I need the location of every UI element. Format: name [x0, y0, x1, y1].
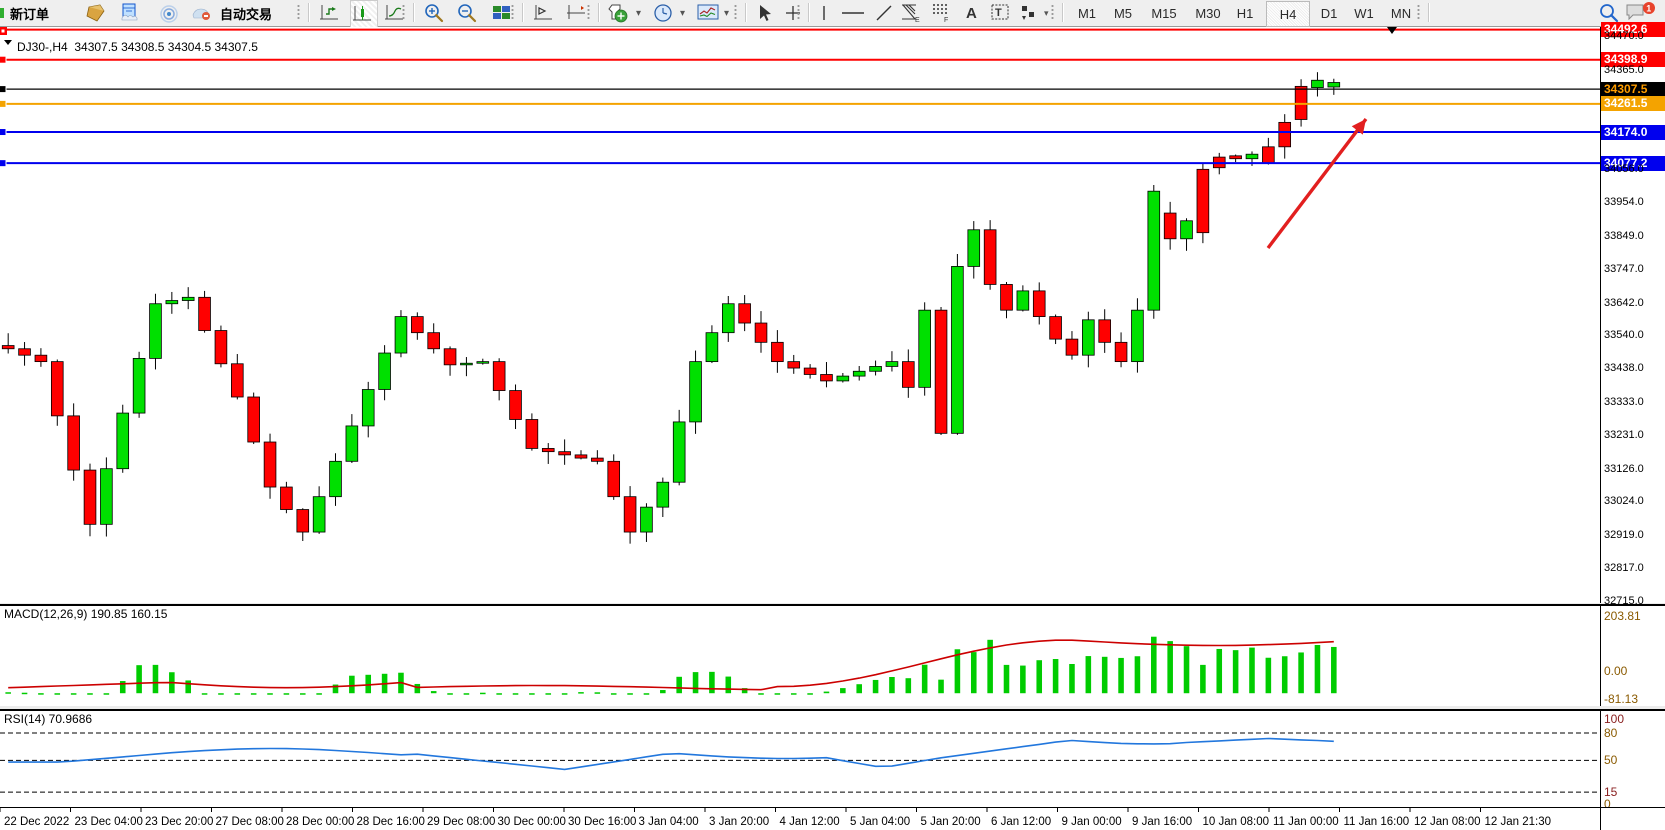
svg-text:10 Jan 08:00: 10 Jan 08:00: [1203, 816, 1270, 828]
svg-text:27 Dec 08:00: 27 Dec 08:00: [216, 816, 284, 828]
svg-text:11 Jan 16:00: 11 Jan 16:00: [1344, 816, 1410, 828]
svg-text:T: T: [995, 7, 1002, 19]
svg-text:11 Jan 00:00: 11 Jan 00:00: [1273, 816, 1339, 828]
svg-text:E: E: [915, 17, 920, 23]
svg-text:3 Jan 20:00: 3 Jan 20:00: [709, 816, 769, 828]
svg-text:23 Dec 04:00: 23 Dec 04:00: [75, 816, 143, 828]
svg-text:1: 1: [1646, 4, 1651, 14]
svg-text:9 Jan 00:00: 9 Jan 00:00: [1062, 816, 1122, 828]
svg-text:30 Dec 00:00: 30 Dec 00:00: [498, 816, 566, 828]
svg-text:30 Dec 16:00: 30 Dec 16:00: [568, 816, 636, 828]
svg-text:28 Dec 16:00: 28 Dec 16:00: [357, 816, 425, 828]
svg-text:5 Jan 20:00: 5 Jan 20:00: [921, 816, 981, 828]
svg-text:23 Dec 20:00: 23 Dec 20:00: [145, 816, 213, 828]
svg-text:28 Dec 00:00: 28 Dec 00:00: [286, 816, 354, 828]
svg-text:12 Jan 08:00: 12 Jan 08:00: [1414, 816, 1481, 828]
svg-text:12 Jan 21:30: 12 Jan 21:30: [1485, 816, 1552, 828]
svg-text:29 Dec 08:00: 29 Dec 08:00: [427, 816, 495, 828]
svg-text:3 Jan 04:00: 3 Jan 04:00: [639, 816, 699, 828]
svg-text:4 Jan 12:00: 4 Jan 12:00: [780, 816, 840, 828]
svg-text:9 Jan 16:00: 9 Jan 16:00: [1132, 816, 1192, 828]
svg-text:5 Jan 04:00: 5 Jan 04:00: [850, 816, 910, 828]
svg-text:22 Dec 2022: 22 Dec 2022: [4, 816, 69, 828]
svg-text:F: F: [944, 17, 948, 23]
svg-text:6 Jan 12:00: 6 Jan 12:00: [991, 816, 1051, 828]
